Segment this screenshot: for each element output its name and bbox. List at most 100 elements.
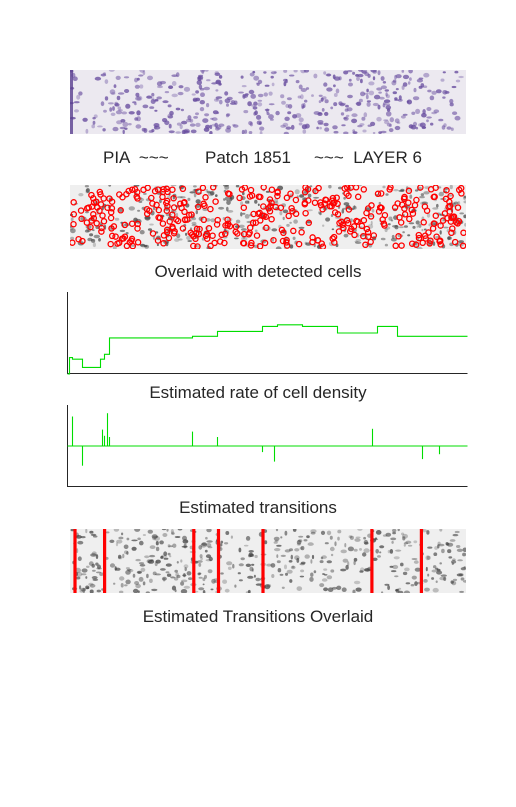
cell-markers [70, 185, 466, 249]
cell-marker [433, 233, 440, 240]
cell-marker [370, 232, 378, 239]
cell-marker [360, 186, 368, 193]
cell-marker [214, 216, 221, 224]
cell-marker [133, 193, 140, 200]
cell-marker [426, 240, 433, 247]
cell-marker [190, 242, 197, 249]
cell-marker [458, 190, 465, 197]
cell-marker [77, 207, 85, 214]
transitions-overlay-svg [70, 529, 466, 593]
cell-marker [360, 217, 368, 224]
transition-line [192, 529, 196, 593]
transition-line [103, 529, 107, 593]
cell-marker [331, 239, 338, 246]
cell-marker [249, 219, 257, 227]
cell-marker [123, 242, 131, 249]
cell-marker [354, 193, 362, 201]
cell-marker [363, 209, 370, 217]
cell-marker [305, 219, 313, 227]
cell-marker [207, 242, 214, 249]
title-patch: Patch 1851 [205, 148, 292, 167]
cell-marker [413, 196, 420, 204]
cell-marker [277, 204, 285, 211]
title-layer: ~~~ LAYER 6 [314, 148, 422, 167]
cell-marker [156, 214, 164, 222]
cell-marker [88, 191, 95, 199]
transition-line [419, 529, 423, 593]
cell-marker [423, 207, 431, 214]
caption-density: Estimated rate of cell density [149, 383, 367, 402]
cell-marker [149, 230, 157, 237]
cell-marker [212, 198, 219, 205]
cell-marker [75, 235, 82, 243]
cell-marker [336, 219, 343, 227]
cell-marker [163, 199, 170, 207]
cell-marker [400, 195, 408, 202]
title-pia: PIA ~~~ [103, 148, 169, 167]
cell-marker [391, 204, 399, 211]
cell-marker [248, 239, 255, 247]
cell-marker [134, 239, 142, 246]
cell-marker [70, 211, 78, 218]
cell-marker [106, 195, 113, 202]
cell-marker [88, 217, 95, 224]
cell-marker [247, 242, 255, 249]
cell-marker [110, 223, 118, 230]
cell-marker [202, 232, 210, 239]
cell-marker [319, 243, 327, 249]
cell-marker [309, 238, 316, 246]
cell-marker [128, 186, 136, 193]
cell-marker [362, 241, 369, 249]
cell-marker [340, 224, 347, 232]
cell-marker [98, 224, 105, 232]
cell-marker [352, 185, 360, 191]
cell-marker [224, 190, 232, 197]
cell-marker [179, 185, 187, 193]
cell-marker [155, 206, 163, 214]
cell-marker [128, 235, 136, 243]
cell-marker [240, 239, 247, 247]
cell-marker [163, 229, 171, 236]
cell-marker [169, 211, 176, 218]
transition-line [370, 529, 374, 593]
cell-marker [253, 232, 261, 239]
cell-marker [240, 230, 248, 238]
cell-marker [317, 202, 325, 209]
cell-marker [318, 240, 325, 247]
cell-marker [153, 201, 160, 209]
cell-marker [200, 216, 208, 224]
cell-marker [179, 225, 187, 232]
transition-line [261, 529, 265, 593]
cell-marker [442, 195, 450, 203]
cell-marker [398, 242, 405, 249]
cell-marker [170, 204, 178, 211]
cell-marker [283, 239, 290, 246]
cell-marker [328, 197, 336, 204]
cell-marker [134, 225, 141, 232]
cell-marker [274, 189, 281, 196]
cell-marker [446, 208, 453, 215]
cell-marker [70, 239, 76, 246]
pia-edge [70, 70, 73, 134]
cell-marker [205, 225, 213, 232]
cell-marker [115, 239, 123, 247]
transitions-overlay-image [70, 529, 466, 593]
cell-marker [279, 237, 287, 245]
cell-marker [443, 186, 450, 194]
cell-marker [265, 205, 272, 212]
cell-marker [314, 237, 322, 244]
cell-marker [360, 232, 367, 240]
cell-marker [119, 193, 126, 201]
cell-marker [108, 232, 116, 240]
cell-marker [240, 204, 248, 211]
cell-marker [343, 217, 351, 224]
density-curve [67, 324, 468, 375]
cell-marker [209, 232, 216, 239]
cell-marker [163, 226, 171, 234]
cell-marker [379, 216, 386, 223]
cell-marker [335, 228, 343, 235]
cell-marker [353, 217, 360, 225]
cell-marker [193, 225, 201, 233]
cell-marker [144, 185, 151, 192]
cell-marker [256, 243, 264, 249]
